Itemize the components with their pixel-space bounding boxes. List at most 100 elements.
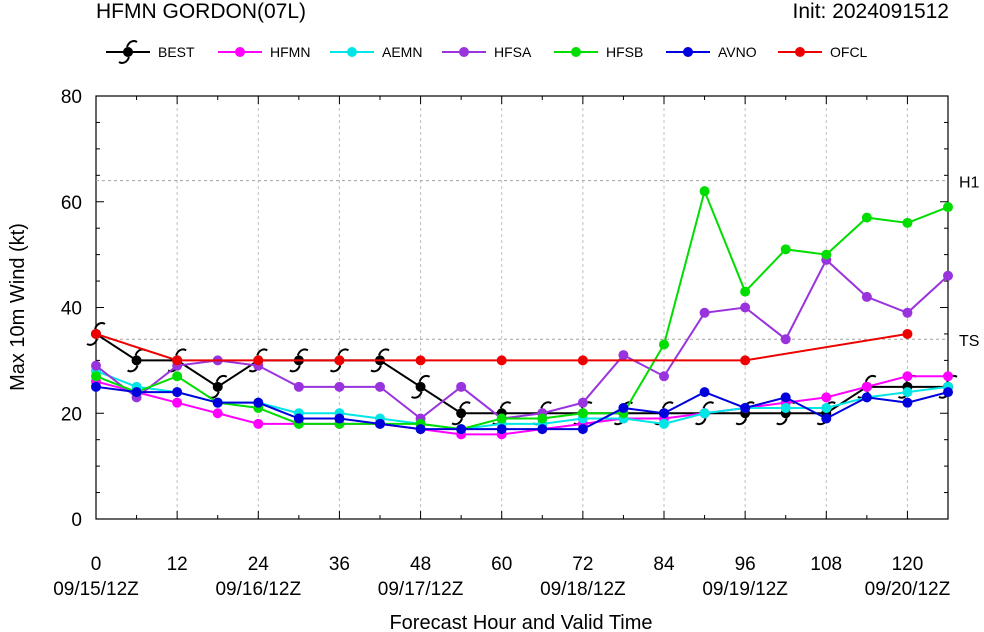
point-hfsb bbox=[537, 413, 548, 424]
point-avno bbox=[537, 424, 548, 435]
point-hfsb bbox=[740, 286, 751, 297]
point-avno bbox=[293, 413, 304, 424]
axes: 0 20 40 60 80 0 12 24 36 48 60 72 84 96 108 120 09/15/12… bbox=[53, 87, 950, 600]
legend-label: HFSB bbox=[606, 44, 643, 60]
legend-marker bbox=[795, 47, 805, 57]
ref-label-h1: H1 bbox=[959, 175, 980, 192]
point-aemn bbox=[780, 402, 791, 413]
point-hfsa bbox=[577, 397, 588, 408]
x-date-label: 09/20/12Z bbox=[865, 579, 951, 600]
series-line-hfsa bbox=[95, 258, 949, 420]
y-axis-label: Max 10m Wind (kt) bbox=[7, 223, 29, 391]
point-hfmn bbox=[172, 397, 183, 408]
point-aemn bbox=[699, 408, 710, 419]
legend-marker bbox=[118, 40, 138, 64]
point-avno bbox=[659, 408, 669, 419]
series-line-hfsb bbox=[95, 188, 949, 431]
legend-item-best: BEST bbox=[106, 40, 195, 64]
legend-marker bbox=[347, 47, 357, 57]
point-hfsb bbox=[496, 413, 507, 424]
point-hfsb bbox=[861, 212, 872, 223]
point-hfsb bbox=[943, 202, 953, 213]
legend-item-ofcl: OFCL bbox=[778, 44, 868, 60]
series-avno bbox=[91, 381, 953, 435]
y-tick-label: 60 bbox=[61, 193, 82, 214]
point-hfsb bbox=[902, 217, 913, 228]
x-tick-label: 120 bbox=[892, 554, 924, 575]
point-hfmn bbox=[861, 381, 872, 392]
point-best bbox=[451, 401, 471, 426]
point-avno bbox=[861, 392, 872, 403]
series-group bbox=[86, 186, 958, 440]
legend-marker bbox=[683, 47, 693, 57]
point-ofcl bbox=[253, 355, 264, 366]
point-hfmn bbox=[253, 418, 264, 429]
point-best bbox=[411, 374, 431, 399]
x-date-label: 09/17/12Z bbox=[378, 579, 464, 600]
series-line-avno bbox=[95, 385, 949, 431]
x-axis-label: Forecast Hour and Valid Time bbox=[389, 612, 652, 632]
point-avno bbox=[91, 381, 101, 392]
init-time-label: Init: 2024091512 bbox=[792, 0, 949, 23]
x-tick-label: 48 bbox=[410, 554, 431, 575]
legend-label: HFSA bbox=[494, 44, 532, 60]
point-hfsb bbox=[699, 186, 710, 197]
legend-item-hfsb: HFSB bbox=[554, 44, 643, 60]
y-tick-label: 40 bbox=[61, 299, 82, 320]
point-ofcl bbox=[740, 355, 751, 366]
point-ofcl bbox=[415, 355, 426, 366]
point-avno bbox=[821, 413, 832, 424]
point-avno bbox=[253, 397, 264, 408]
point-avno bbox=[699, 387, 710, 398]
point-hfsa bbox=[659, 371, 669, 382]
point-hfsb bbox=[91, 371, 101, 382]
chart-title: HFMN GORDON(07L) bbox=[96, 0, 307, 23]
legend-item-hfmn: HFMN bbox=[218, 44, 310, 60]
point-ofcl bbox=[334, 355, 345, 366]
point-hfsa bbox=[780, 334, 791, 345]
point-avno bbox=[415, 424, 426, 435]
legend-label: AVNO bbox=[718, 44, 757, 60]
point-hfsa bbox=[91, 360, 101, 371]
point-hfsa bbox=[456, 381, 467, 392]
x-tick-label: 108 bbox=[810, 554, 842, 575]
series-line-aemn bbox=[95, 370, 949, 431]
point-hfmn bbox=[821, 392, 832, 403]
legend-item-hfsa: HFSA bbox=[442, 44, 532, 60]
point-hfsa bbox=[902, 307, 913, 318]
legend-item-aemn: AEMN bbox=[330, 44, 422, 60]
legend-label: BEST bbox=[158, 44, 195, 60]
x-tick-label: 84 bbox=[653, 554, 675, 575]
point-hfmn bbox=[212, 408, 223, 419]
point-ofcl bbox=[172, 355, 183, 366]
x-date-label: 09/16/12Z bbox=[215, 579, 301, 600]
point-avno bbox=[577, 424, 588, 435]
point-ofcl bbox=[91, 328, 101, 339]
point-avno bbox=[496, 424, 507, 435]
x-tick-label: 60 bbox=[491, 554, 512, 575]
point-hfsb bbox=[172, 371, 183, 382]
x-tick-label: 24 bbox=[248, 554, 270, 575]
point-hfsa bbox=[375, 381, 385, 392]
point-ofcl bbox=[902, 328, 913, 339]
point-avno bbox=[780, 392, 791, 403]
series-line-hfmn bbox=[95, 375, 948, 436]
legend-label: HFMN bbox=[270, 44, 310, 60]
point-hfsb bbox=[780, 244, 791, 255]
point-hfsa bbox=[618, 350, 629, 361]
grid bbox=[176, 96, 908, 519]
point-avno bbox=[943, 387, 953, 398]
point-avno bbox=[375, 418, 385, 429]
point-ofcl bbox=[496, 355, 507, 366]
point-avno bbox=[618, 402, 629, 413]
point-hfsa bbox=[334, 381, 345, 392]
legend: BEST HFMN AEMN HFSA HFSB AVNO OFCL bbox=[106, 40, 868, 64]
point-hfsa bbox=[740, 302, 751, 313]
plot-frame bbox=[95, 95, 949, 520]
x-tick-label: 96 bbox=[735, 554, 756, 575]
legend-marker bbox=[235, 47, 245, 57]
legend-item-avno: AVNO bbox=[666, 44, 757, 60]
x-tick-label: 36 bbox=[329, 554, 350, 575]
legend-marker bbox=[571, 47, 581, 57]
